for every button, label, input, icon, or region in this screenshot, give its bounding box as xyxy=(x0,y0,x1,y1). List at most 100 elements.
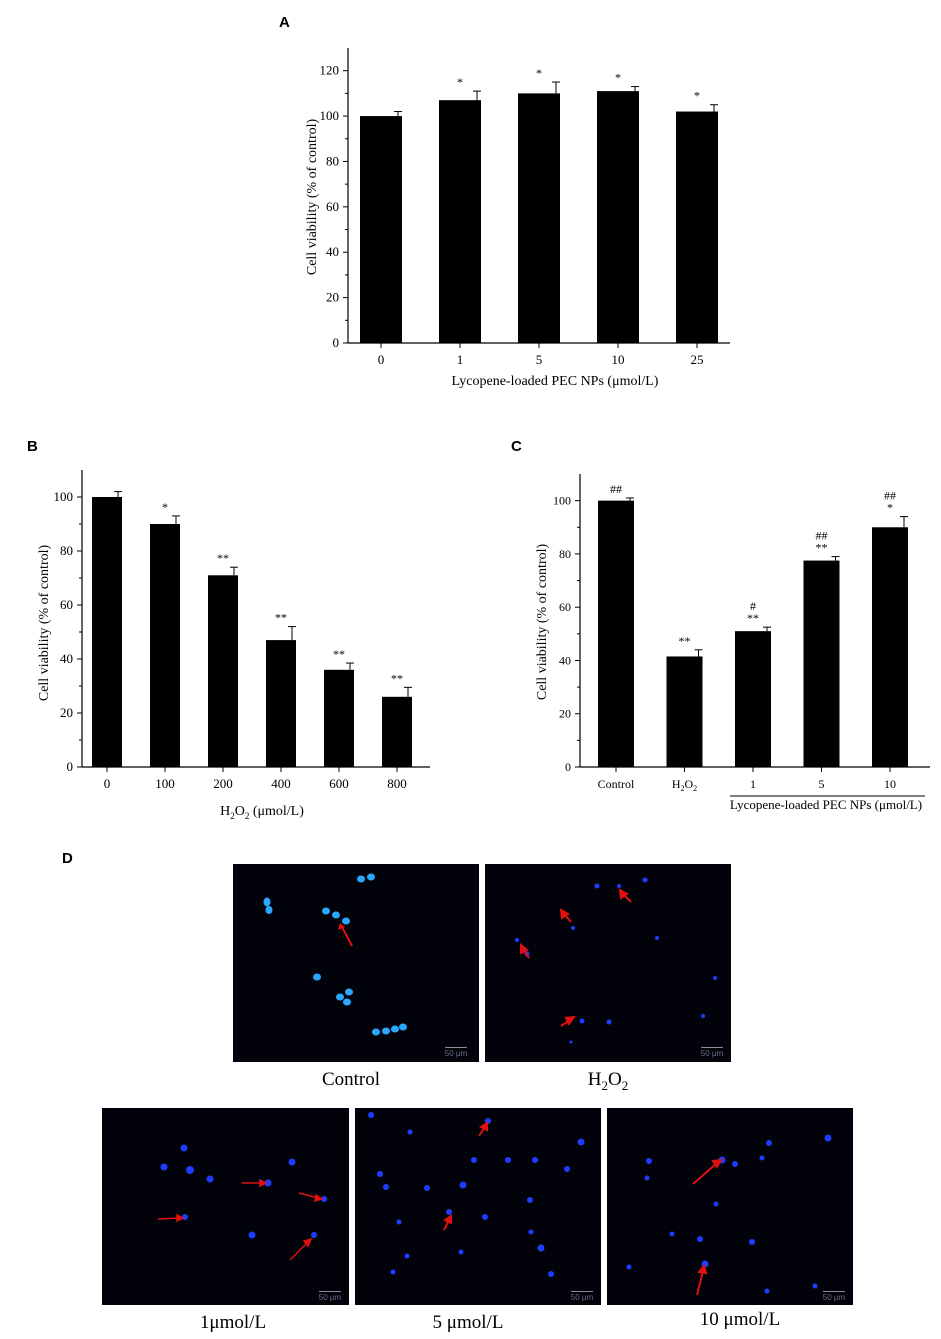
chart-c-annotation-3-1: ## xyxy=(816,529,828,543)
chart-a-annotation-3-0: * xyxy=(615,71,621,85)
chart-b-ytick-label: 100 xyxy=(54,489,74,504)
chart-b-xtick-label-3: 400 xyxy=(271,776,291,791)
chart-a-xtick-label-3: 10 xyxy=(612,352,625,367)
10umol-cells xyxy=(626,1134,832,1296)
chart-b-bar-3 xyxy=(266,640,296,767)
chart-c-ytick-label: 60 xyxy=(559,600,571,614)
scale-bar: 50 μm xyxy=(318,1291,342,1302)
panel-label-c: C xyxy=(511,438,522,455)
chart-c-ytick-label: 20 xyxy=(559,707,571,721)
chart-a: Cell viability (% of control) Lycopene-l… xyxy=(305,48,730,389)
scale-bar: 50 μm xyxy=(700,1047,724,1058)
chart-b-bar-5 xyxy=(382,696,412,767)
chart-c-annotation-3-0: ** xyxy=(816,541,828,555)
chart-a-xtick-label-1: 1 xyxy=(457,352,464,367)
chart-a-bar-4 xyxy=(676,111,718,344)
caption-1umol: 1μmol/L xyxy=(199,1312,267,1333)
chart-a-annotation-4-0: * xyxy=(694,89,700,103)
chart-b-bar-4 xyxy=(324,669,354,767)
chart-a-xtick-label-2: 5 xyxy=(536,352,543,367)
chart-b-ytick-label: 20 xyxy=(60,705,73,720)
chart-b-xtick-label-0: 0 xyxy=(104,776,111,791)
chart-b-bar-2 xyxy=(208,575,238,767)
chart-b-bar-1 xyxy=(150,524,180,767)
chart-c-annotation-0-0: ## xyxy=(610,482,622,496)
chart-c-ytick-label: 100 xyxy=(553,494,571,508)
chart-a-xtick-label-4: 25 xyxy=(691,352,704,367)
chart-c-annotation-4-0: * xyxy=(887,501,893,515)
chart-a-ytick-label: 80 xyxy=(326,153,339,168)
chart-b-annotation-1-0: * xyxy=(162,500,168,514)
caption-10umol: 10 μmol/L xyxy=(699,1309,781,1330)
chart-c: Cell viability (% of control) Lycopene-l… xyxy=(535,474,930,812)
panel-label-a: A xyxy=(279,14,290,31)
chart-c-xtick-label-2: 1 xyxy=(750,777,756,791)
micrograph-h2o2: 50 μm xyxy=(485,864,731,1062)
chart-c-annotation-4-1: ## xyxy=(884,489,896,503)
caption-h2o2: H2O2 xyxy=(587,1069,629,1093)
scale-bar: 50 μm xyxy=(822,1291,846,1302)
chart-a-ylabel: Cell viability (% of control) xyxy=(305,119,320,276)
chart-c-annotation-1-0: ** xyxy=(679,634,691,648)
chart-b-xtick-label-5: 800 xyxy=(387,776,407,791)
micrograph-1umol: 50 μm xyxy=(102,1108,349,1305)
chart-a-annotation-2-0: * xyxy=(536,66,542,80)
chart-b-xtick-label-1: 100 xyxy=(155,776,175,791)
caption-control: Control xyxy=(321,1069,381,1090)
chart-b-annotation-5-0: ** xyxy=(391,671,403,685)
chart-a-xtick-label-0: 0 xyxy=(378,352,385,367)
scale-bar: 50 μm xyxy=(570,1291,594,1302)
chart-c-bar-3 xyxy=(803,560,840,767)
chart-c-ytick-label: 0 xyxy=(565,760,571,774)
chart-c-xtick-label-4: 10 xyxy=(884,777,896,791)
chart-b: Cell viability (% of control) H2O2 (μmol… xyxy=(37,470,430,821)
chart-c-bar-1 xyxy=(666,656,703,767)
5umol-cells xyxy=(368,1112,585,1277)
scale-bar: 50 μm xyxy=(444,1047,468,1058)
caption-5umol: 5 μmol/L xyxy=(432,1312,504,1333)
chart-b-ytick-label: 40 xyxy=(60,651,73,666)
chart-b-bar-0 xyxy=(92,497,122,767)
chart-c-annotation-2-1: # xyxy=(750,599,756,613)
chart-c-xtick-label-1: H2O2 xyxy=(672,777,697,793)
chart-b-annotation-3-0: ** xyxy=(275,611,287,625)
chart-b-xlabel: H2O2 (μmol/L) xyxy=(220,804,304,821)
micrograph-5umol: 50 μm xyxy=(355,1108,601,1305)
h2o2-cells xyxy=(515,877,717,1044)
micrograph-control: 50 μm xyxy=(233,864,479,1062)
chart-b-xtick-label-4: 600 xyxy=(329,776,349,791)
panel-label-b: B xyxy=(27,438,38,455)
chart-b-ytick-label: 80 xyxy=(60,543,73,558)
chart-a-ytick-label: 100 xyxy=(320,108,340,123)
chart-c-ytick-label: 80 xyxy=(559,547,571,561)
chart-a-bar-2 xyxy=(518,93,560,343)
chart-c-bar-0 xyxy=(598,500,634,767)
control-cells xyxy=(263,873,407,1036)
micrograph-10umol: 50 μm xyxy=(607,1108,853,1305)
chart-a-ytick-label: 20 xyxy=(326,290,339,305)
chart-c-ytick-label: 40 xyxy=(559,653,571,667)
chart-a-xlabel: Lycopene-loaded PEC NPs (μmol/L) xyxy=(452,374,659,389)
chart-b-xtick-label-2: 200 xyxy=(213,776,233,791)
chart-c-annotation-2-0: ** xyxy=(747,611,759,625)
chart-b-ytick-label: 60 xyxy=(60,597,73,612)
chart-b-annotation-4-0: ** xyxy=(333,647,345,661)
chart-a-ytick-label: 120 xyxy=(320,63,340,78)
chart-b-annotation-2-0: ** xyxy=(217,551,229,565)
chart-a-ytick-label: 60 xyxy=(326,199,339,214)
chart-a-bar-3 xyxy=(597,91,639,343)
chart-c-xtick-label-0: Control xyxy=(598,777,635,791)
chart-a-annotation-1-0: * xyxy=(457,75,463,89)
chart-c-group-label: Lycopene-loaded PEC NPs (μmol/L) xyxy=(730,797,922,812)
chart-a-bar-0 xyxy=(360,116,402,343)
chart-c-ylabel: Cell viability (% of control) xyxy=(535,544,550,701)
1umol-cells xyxy=(157,1144,327,1261)
chart-a-ytick-label: 40 xyxy=(326,244,339,259)
chart-c-bar-2 xyxy=(735,631,771,767)
chart-b-ylabel: Cell viability (% of control) xyxy=(37,545,52,702)
chart-c-xtick-label-3: 5 xyxy=(819,777,825,791)
panel-label-d: D xyxy=(62,850,73,867)
chart-c-bar-4 xyxy=(872,527,908,767)
chart-b-ytick-label: 0 xyxy=(67,759,74,774)
chart-a-ytick-label: 0 xyxy=(333,335,340,350)
